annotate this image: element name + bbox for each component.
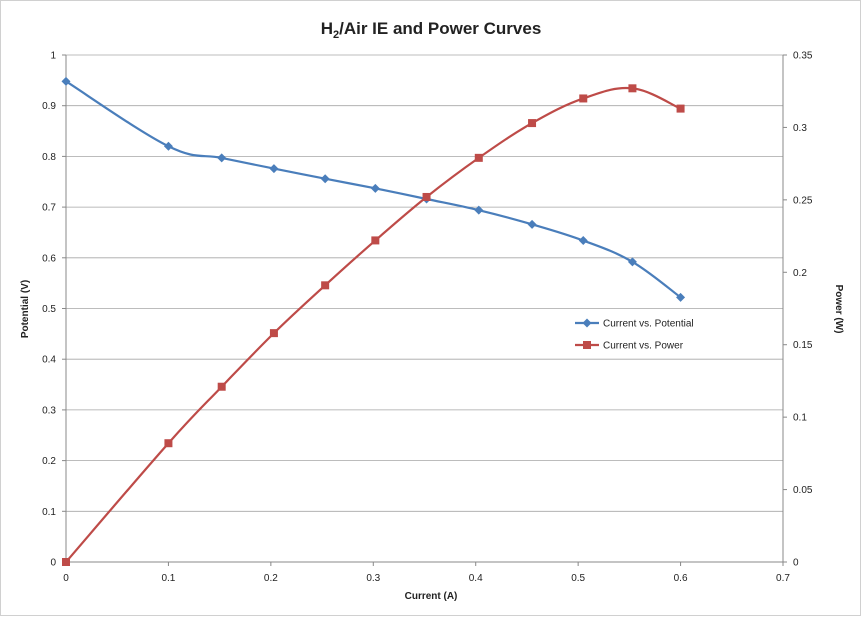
y2-tick-label: 0.2 — [793, 268, 807, 279]
data-point — [163, 141, 173, 151]
legend-item: Current vs. Power — [575, 341, 684, 352]
y2-tick-label: 0.35 — [793, 51, 813, 62]
data-point — [528, 119, 537, 128]
chart-title-main: H — [321, 19, 333, 38]
y-tick-label: 0.2 — [42, 456, 56, 467]
y-tick-label: 0 — [50, 558, 56, 569]
data-point — [627, 257, 637, 267]
data-point — [370, 183, 380, 193]
y-tick-label: 0.7 — [42, 203, 56, 214]
data-point — [578, 236, 588, 246]
y2-tick-label: 0 — [793, 558, 799, 569]
chart-title: H2/Air IE and Power Curves — [321, 19, 542, 41]
data-point — [676, 104, 685, 113]
data-point — [217, 382, 226, 391]
series-2 — [62, 84, 685, 566]
x-tick-label: 0.4 — [469, 573, 483, 584]
axes: 0 0.1 0.2 0.3 0.4 0.5 0.6 0.7 0.8 0.9 1 0 0.05 0.1 0.1… — [42, 51, 813, 585]
y-tick-label: 0.3 — [42, 405, 56, 416]
y2-tick-label: 0.3 — [793, 123, 807, 134]
data-point — [320, 174, 330, 184]
legend-label: Current vs. Power — [603, 341, 684, 352]
legend-swatch-marker — [583, 341, 591, 349]
x-axis-title: Current (A) — [405, 591, 458, 602]
y-tick-label: 0.6 — [42, 253, 56, 264]
data-point — [527, 219, 537, 229]
data-point — [217, 153, 227, 163]
series-layer — [61, 76, 686, 566]
data-point — [628, 84, 637, 93]
legend-item: Current vs. Potential — [575, 318, 694, 330]
series-1 — [61, 76, 686, 302]
data-point — [164, 439, 173, 448]
data-point — [269, 329, 278, 338]
y-tick-label: 0.9 — [42, 101, 56, 112]
y2-tick-label: 0.05 — [793, 485, 813, 496]
y2-tick-label: 0.25 — [793, 195, 813, 206]
x-tick-label: 0.7 — [776, 573, 790, 584]
y-tick-label: 0.8 — [42, 152, 56, 163]
chart-title-rest: /Air IE and Power Curves — [339, 19, 541, 38]
x-tick-label: 0 — [63, 573, 69, 584]
legend-label: Current vs. Potential — [603, 319, 694, 330]
y2-tick-label: 0.1 — [793, 413, 807, 424]
data-point — [676, 292, 686, 302]
y-tick-label: 0.4 — [42, 355, 56, 366]
gridlines — [66, 54, 783, 563]
x-tick-label: 0.3 — [366, 573, 380, 584]
y-axis-title: Potential (V) — [20, 280, 31, 338]
data-point — [321, 281, 330, 290]
legend-swatch-marker — [582, 318, 592, 328]
y2-tick-label: 0.15 — [793, 340, 813, 351]
data-point — [61, 76, 71, 86]
data-point — [269, 164, 279, 174]
x-tick-label: 0.6 — [674, 573, 688, 584]
legend: Current vs. Potential Current vs. Power — [575, 318, 694, 352]
data-point — [422, 192, 431, 201]
x-tick-label: 0.2 — [264, 573, 278, 584]
chart-title-subscript: 2 — [333, 29, 339, 41]
data-point — [579, 94, 588, 103]
data-point — [371, 236, 380, 245]
data-point — [474, 205, 484, 215]
y-tick-label: 0.1 — [42, 507, 56, 518]
y2-axis-title: Power (W) — [833, 285, 844, 334]
data-point — [474, 153, 483, 162]
x-tick-label: 0.1 — [161, 573, 175, 584]
x-tick-label: 0.5 — [571, 573, 585, 584]
y-tick-label: 0.5 — [42, 304, 56, 315]
y-tick-label: 1 — [50, 51, 56, 62]
data-point — [62, 558, 70, 566]
